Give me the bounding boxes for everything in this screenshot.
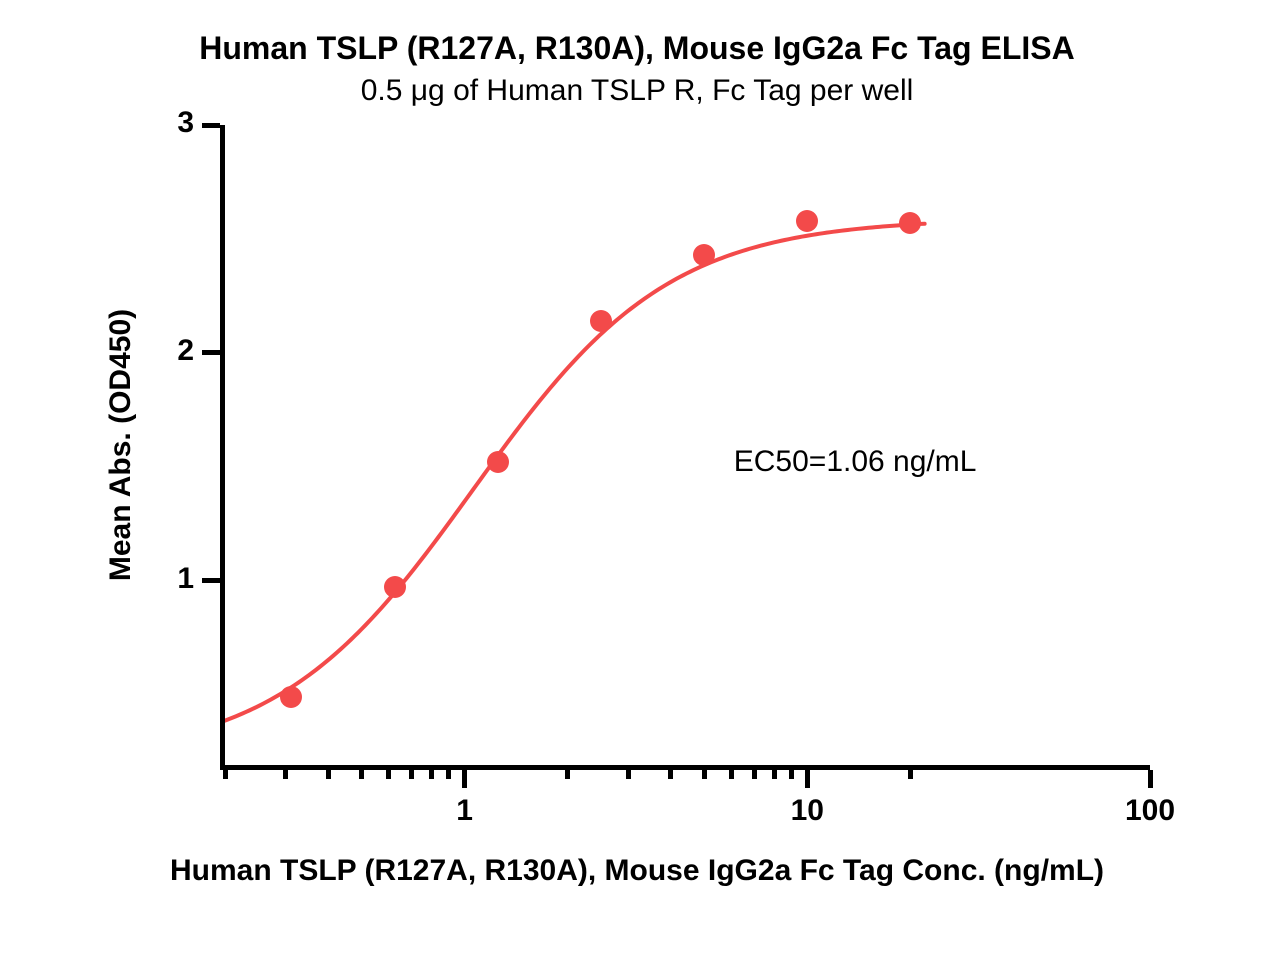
y-tick <box>202 578 220 583</box>
x-tick-major <box>805 770 810 788</box>
x-tick-minor <box>772 770 777 779</box>
y-tick-label: 1 <box>134 562 194 596</box>
x-tick-minor <box>223 770 228 779</box>
x-tick-minor <box>429 770 434 779</box>
x-tick-minor <box>668 770 673 779</box>
x-tick-minor <box>446 770 451 779</box>
chart-subtitle: 0.5 μg of Human TSLP R, Fc Tag per well <box>0 74 1274 108</box>
x-tick-minor <box>702 770 707 779</box>
x-axis-label: Human TSLP (R127A, R130A), Mouse IgG2a F… <box>0 854 1274 888</box>
x-tick-minor <box>626 770 631 779</box>
x-tick-label: 10 <box>757 794 857 828</box>
data-point <box>384 576 406 598</box>
x-tick-minor <box>409 770 414 779</box>
x-tick-minor <box>789 770 794 779</box>
x-tick-major <box>1148 770 1153 788</box>
y-axis-line <box>220 125 225 770</box>
x-tick-minor <box>565 770 570 779</box>
x-tick-minor <box>729 770 734 779</box>
chart-canvas: Human TSLP (R127A, R130A), Mouse IgG2a F… <box>0 0 1274 975</box>
y-tick <box>202 350 220 355</box>
data-point <box>280 686 302 708</box>
x-tick-minor <box>359 770 364 779</box>
x-tick-minor <box>908 770 913 779</box>
y-tick <box>202 123 220 128</box>
x-tick-minor <box>386 770 391 779</box>
fit-curve <box>225 125 1150 765</box>
x-tick-minor <box>283 770 288 779</box>
x-tick-major <box>462 770 467 788</box>
x-tick-label: 1 <box>415 794 515 828</box>
plot-area: 123110100 <box>225 125 1150 765</box>
data-point <box>899 212 921 234</box>
x-tick-minor <box>326 770 331 779</box>
x-tick-minor <box>752 770 757 779</box>
y-tick-label: 2 <box>134 334 194 368</box>
chart-title: Human TSLP (R127A, R130A), Mouse IgG2a F… <box>0 30 1274 67</box>
x-tick-label: 100 <box>1100 794 1200 828</box>
ec50-annotation: EC50=1.06 ng/mL <box>734 445 977 479</box>
data-point <box>487 451 509 473</box>
data-point <box>590 310 612 332</box>
y-axis-label: Mean Abs. (OD450) <box>104 245 138 645</box>
y-tick-label: 3 <box>134 106 194 140</box>
data-point <box>796 210 818 232</box>
data-point <box>693 244 715 266</box>
